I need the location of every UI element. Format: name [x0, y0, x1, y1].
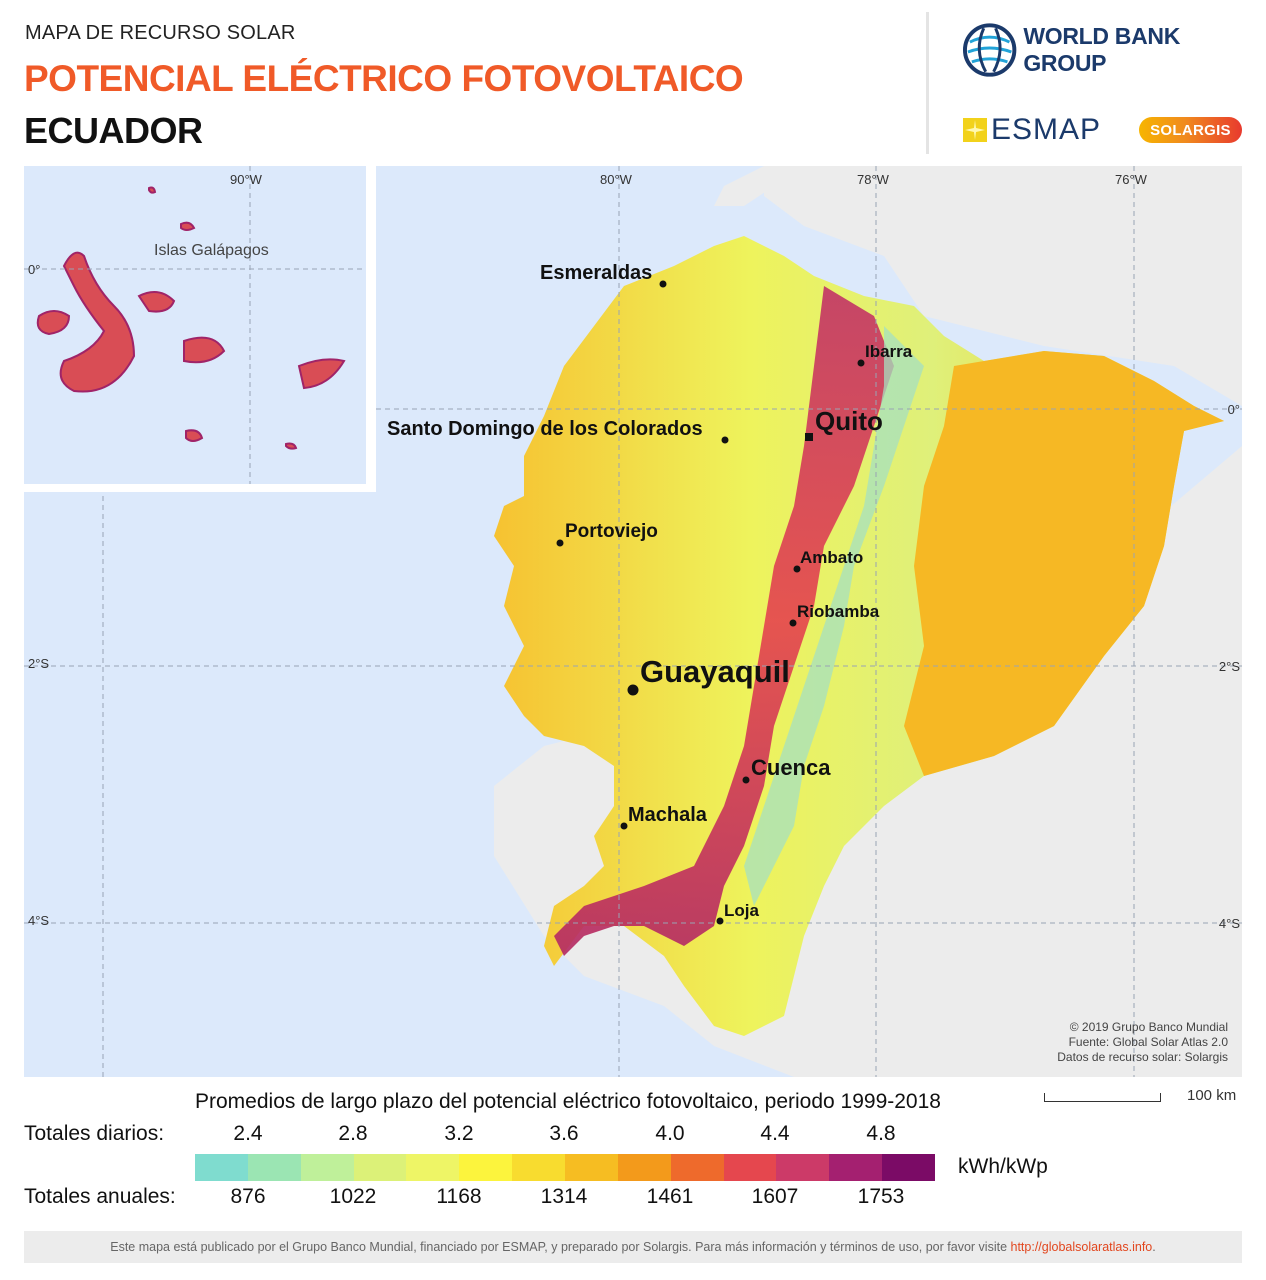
- legend-swatch: [776, 1154, 830, 1181]
- world-bank-wordmark: WORLD BANK GROUP: [1023, 23, 1181, 76]
- footer-link[interactable]: http://globalsolaratlas.info: [1010, 1240, 1153, 1254]
- daily-tick: 4.4: [760, 1122, 790, 1145]
- legend-swatch: [723, 1154, 777, 1181]
- city-label: Portoviejo: [565, 521, 658, 542]
- credit-line: Datos de recurso solar: Solargis: [1057, 1050, 1228, 1064]
- latitude-label: 0°: [1227, 402, 1240, 417]
- city-label: Ibarra: [865, 342, 913, 361]
- annual-tick: 1022: [329, 1185, 377, 1208]
- daily-tick: 3.6: [549, 1122, 579, 1145]
- legend-swatch: [512, 1154, 566, 1181]
- esmap-wordmark: ESMAP: [991, 113, 1102, 146]
- city-label: Riobamba: [797, 602, 880, 621]
- daily-tick: 4.0: [655, 1122, 685, 1145]
- legend-title: Promedios de largo plazo del potencial e…: [195, 1090, 941, 1113]
- city-label: Esmeraldas: [540, 262, 653, 284]
- longitude-label: 80°W: [600, 172, 632, 187]
- color-ramp: [195, 1154, 936, 1181]
- legend-unit: kWh/kWp: [958, 1155, 1048, 1178]
- credit-line: © 2019 Grupo Banco Mundial: [1069, 1020, 1228, 1034]
- legend-swatch: [882, 1154, 936, 1181]
- annual-tick: 1607: [751, 1185, 799, 1208]
- legend-swatch: [406, 1154, 460, 1181]
- latitude-label: 0°: [28, 262, 41, 277]
- map-title: POTENCIAL ELÉCTRICO FOTOVOLTAICO: [24, 58, 744, 99]
- footer-text: Este mapa está publicado por el Grupo Ba…: [110, 1240, 1008, 1254]
- map-canvas: [24, 166, 1242, 1077]
- longitude-label: 76°W: [1115, 172, 1147, 187]
- longitude-label: 90°W: [230, 172, 262, 187]
- legend-swatch: [247, 1154, 301, 1181]
- daily-tick: 2.4: [233, 1122, 263, 1145]
- city-label: Loja: [724, 901, 759, 920]
- city-label: Ambato: [800, 548, 864, 567]
- amazon-region: [904, 351, 1224, 776]
- footer-end: .: [1152, 1240, 1156, 1254]
- annual-tick: 1753: [857, 1185, 905, 1208]
- graticule: [24, 166, 1242, 1077]
- daily-tick: 2.8: [338, 1122, 368, 1145]
- credit-line: Fuente: Global Solar Atlas 2.0: [1068, 1035, 1228, 1049]
- sunburst-icon: [963, 118, 987, 142]
- eastern-slopes: [744, 326, 924, 906]
- latitude-label: 2°S: [1218, 659, 1240, 674]
- map-credits: © 2019 Grupo Banco Mundial Fuente: Globa…: [1057, 1020, 1228, 1065]
- annual-tick: 1314: [540, 1185, 588, 1208]
- city-label: Machala: [628, 804, 707, 826]
- header-divider: [926, 12, 929, 154]
- solar-map: 90°W 80°W 78°W 76°W 0° 2°S 4°S 0° 2°S 4°…: [24, 166, 1242, 1077]
- legend-swatch: [670, 1154, 724, 1181]
- latitude-label: 4°S: [1218, 916, 1240, 931]
- legend-swatch: [353, 1154, 407, 1181]
- annual-totals-label: Totales anuales:: [24, 1185, 176, 1208]
- legend-swatch: [617, 1154, 671, 1181]
- globe-icon: [962, 23, 1017, 77]
- legend-swatch: [300, 1154, 354, 1181]
- country-name: ECUADOR: [24, 110, 203, 151]
- daily-tick: 3.2: [444, 1122, 474, 1145]
- city-label: Santo Domingo de los Colorados: [387, 418, 703, 440]
- annual-tick: 1168: [436, 1185, 482, 1208]
- latitude-label: 4°S: [28, 913, 50, 928]
- world-bank-logo: WORLD BANK GROUP: [962, 22, 1266, 78]
- city-label: Cuenca: [751, 755, 831, 780]
- annual-tick: 1461: [646, 1185, 694, 1208]
- annual-tick: 876: [230, 1185, 266, 1208]
- latitude-label: 2°S: [28, 656, 50, 671]
- andes-highlands: [554, 286, 894, 956]
- map-subtitle: MAPA DE RECURSO SOLAR: [25, 22, 296, 44]
- scale-label: 100 km: [1187, 1087, 1237, 1104]
- inset-label: Islas Galápagos: [154, 242, 269, 259]
- legend-swatch: [195, 1154, 248, 1181]
- daily-tick: 4.8: [866, 1122, 896, 1145]
- city-label: Guayaquil: [640, 654, 790, 689]
- daily-totals-label: Totales diarios:: [24, 1122, 165, 1145]
- northern-coast-land: [714, 166, 774, 206]
- footer: Este mapa está publicado por el Grupo Ba…: [24, 1231, 1242, 1263]
- legend-swatch: [829, 1154, 883, 1181]
- city-label: Quito: [815, 406, 883, 436]
- legend-swatch: [565, 1154, 618, 1181]
- solargis-logo: SOLARGIS: [1139, 117, 1242, 143]
- longitude-label: 78°W: [857, 172, 889, 187]
- galapagos-islands: [36, 186, 346, 450]
- esmap-logo: ESMAP: [963, 113, 1101, 147]
- scale-bar: [1044, 1093, 1161, 1102]
- legend-swatch: [459, 1154, 513, 1181]
